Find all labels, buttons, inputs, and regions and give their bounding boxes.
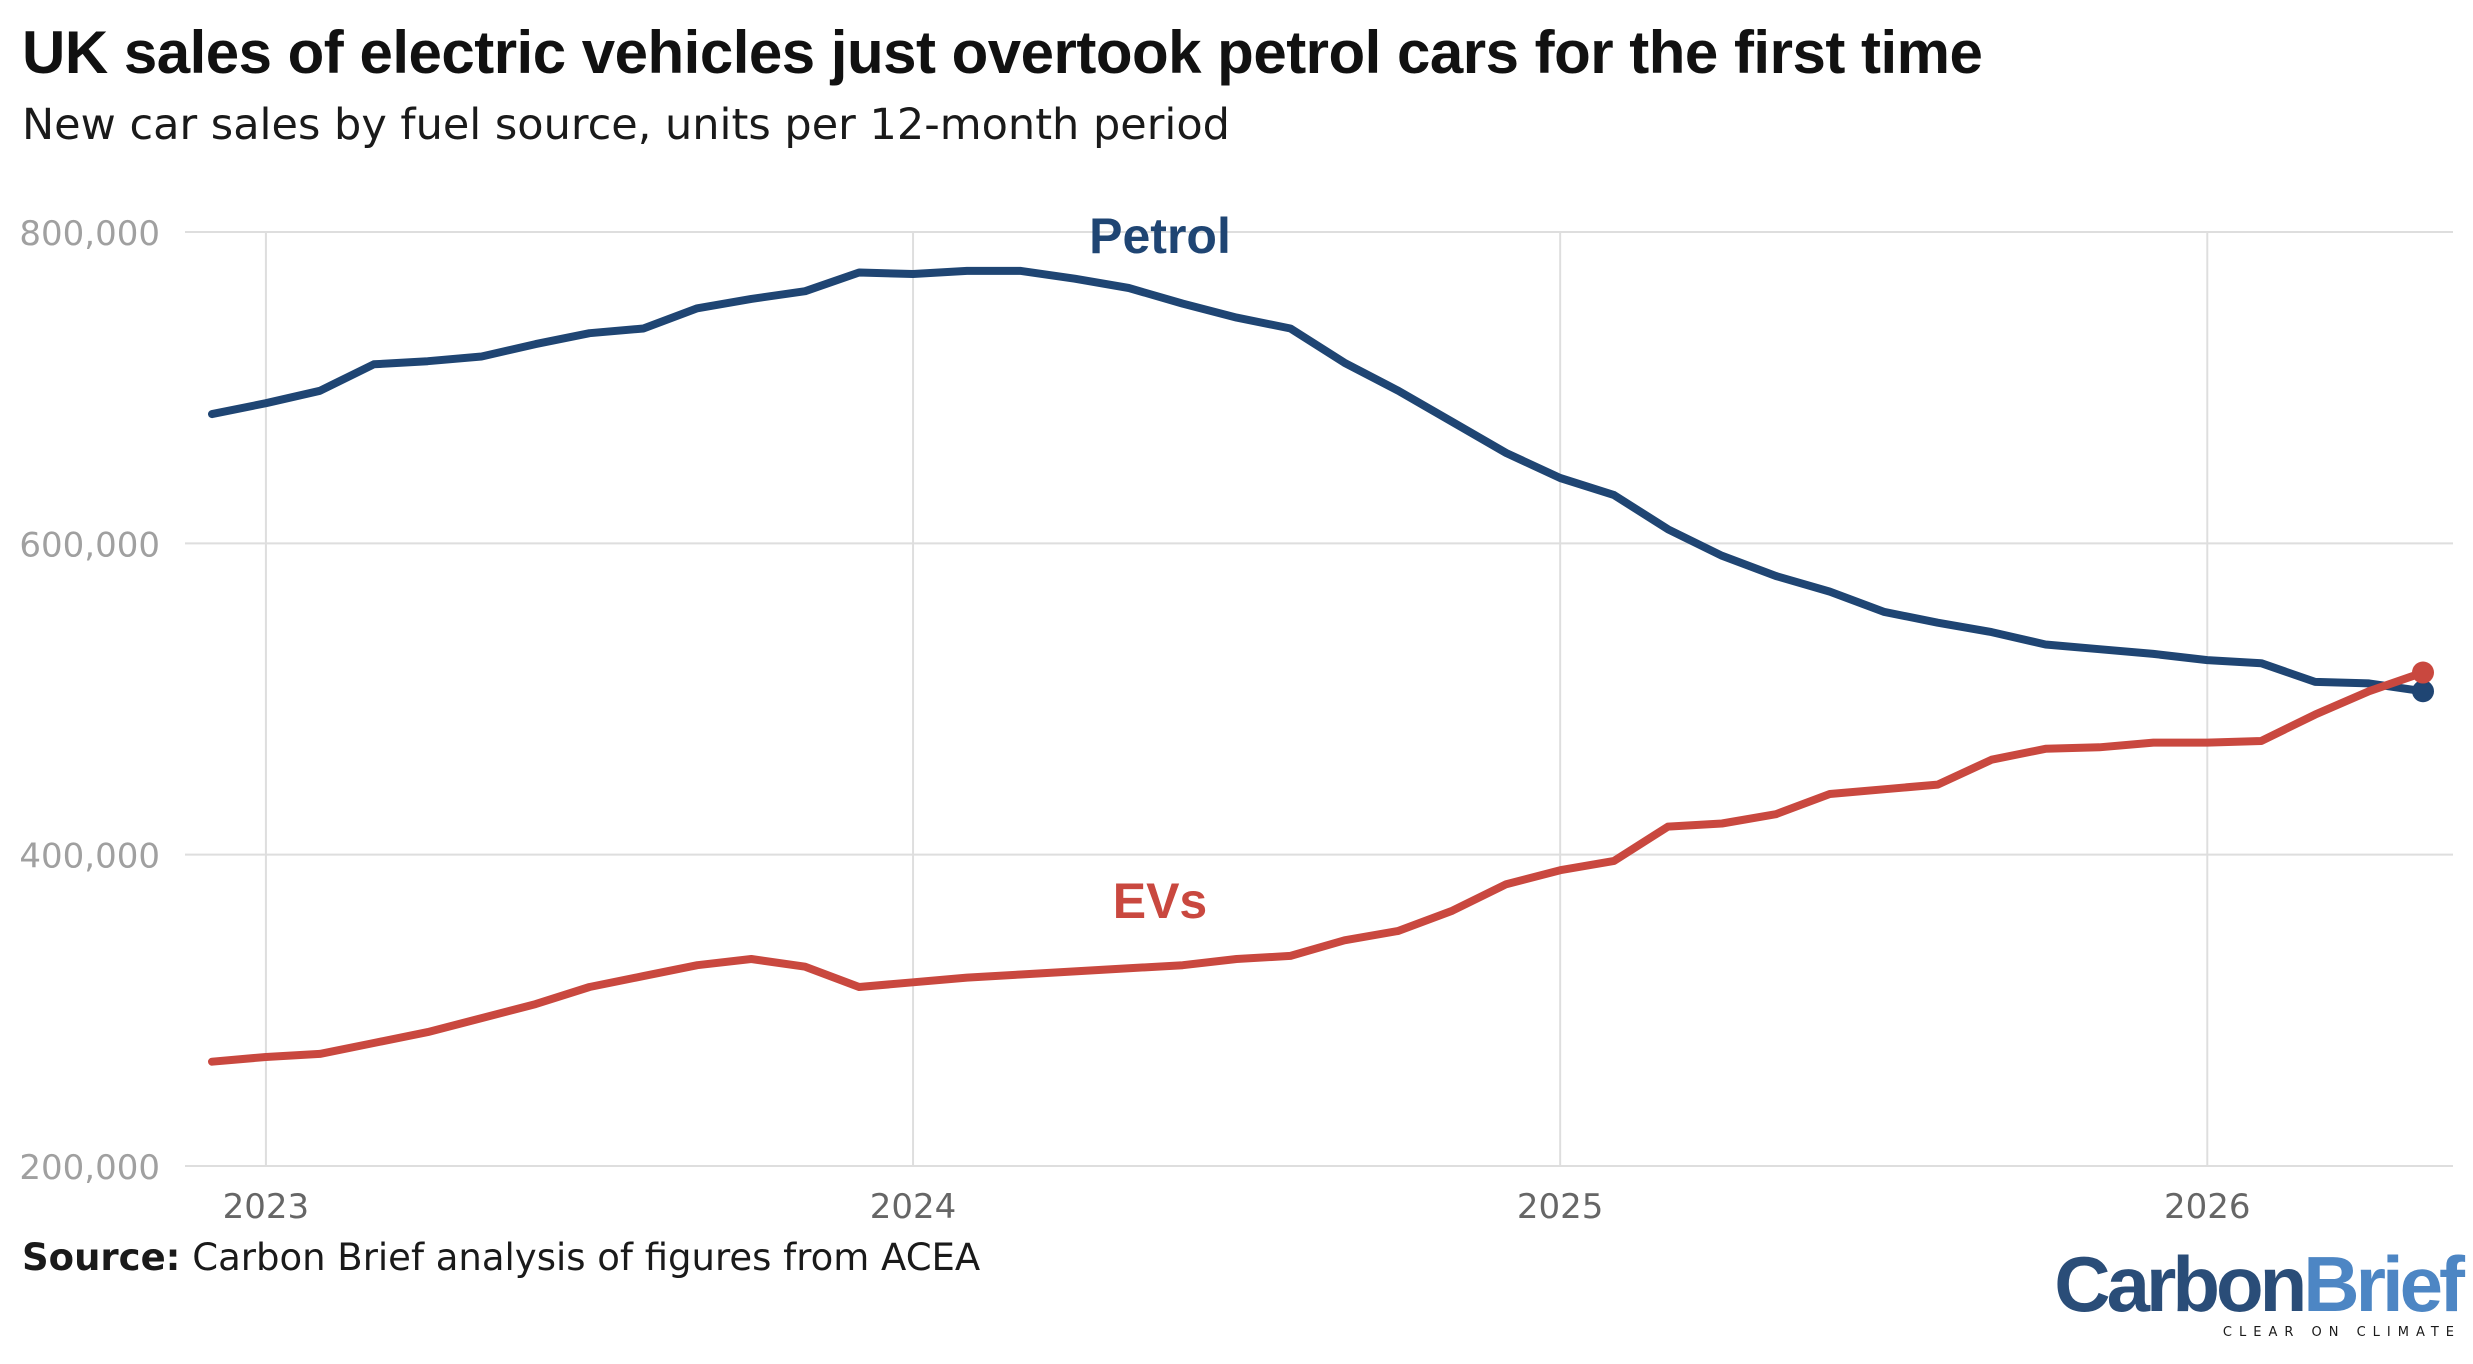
logo-word-brief: Brief: [2303, 1240, 2465, 1328]
source-label: Source:: [22, 1236, 181, 1279]
x-tick-label: 2024: [870, 1187, 957, 1227]
chart-subtitle: New car sales by fuel source, units per …: [22, 100, 1230, 150]
x-tick-label: 2026: [2164, 1187, 2251, 1227]
source-text: Carbon Brief analysis of figures from AC…: [192, 1236, 981, 1279]
petrol-line: [208, 266, 2427, 696]
y-tick-label: 800,000: [19, 214, 160, 254]
y-tick-label: 200,000: [19, 1148, 160, 1188]
logo-word-carbon: Carbon: [2054, 1240, 2307, 1328]
x-tick-label: 2023: [223, 1187, 310, 1227]
evs-line: [208, 668, 2427, 1066]
petrol-end-marker: [2412, 680, 2434, 703]
grid-lines: [185, 231, 2453, 1167]
chart-title: UK sales of electric vehicles just overt…: [22, 19, 1983, 86]
series-labels: Petrol EVs: [1089, 208, 1231, 929]
axis-ticks: 200,000 400,000 600,000 800,000 2023 2024 2025…: [19, 214, 2250, 1227]
y-tick-label: 400,000: [19, 837, 160, 877]
y-tick-label: 600,000: [19, 525, 160, 565]
logo-wordmark: CarbonBrief: [2054, 1245, 2465, 1323]
petrol-series-label: Petrol: [1089, 208, 1231, 264]
x-tick-label: 2025: [1517, 1187, 1604, 1227]
series-lines: [208, 266, 2434, 1066]
source-note: Source: Carbon Brief analysis of figures…: [22, 1236, 980, 1279]
carbon-brief-logo[interactable]: CarbonBrief CLEAR ON CLIMATE: [2054, 1245, 2465, 1340]
evs-series-label: EVs: [1113, 873, 1208, 929]
logo-tagline: CLEAR ON CLIMATE: [2222, 1325, 2461, 1340]
evs-end-marker: [2412, 661, 2434, 684]
